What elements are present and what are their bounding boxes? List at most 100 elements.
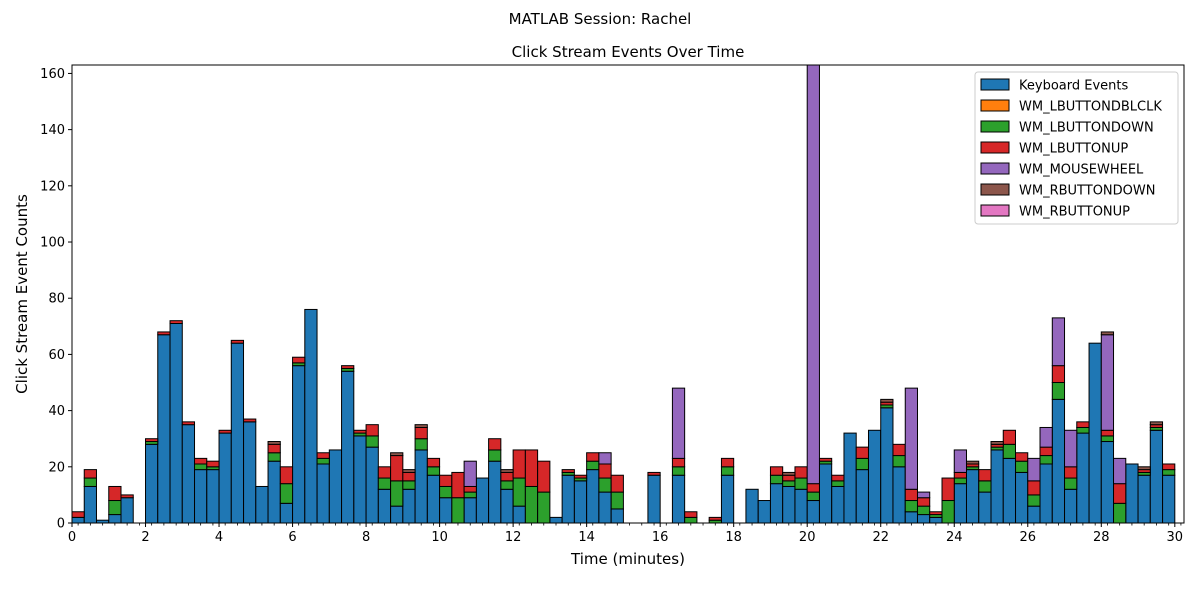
bar-wm_rbuttondown-88 xyxy=(1149,421,1164,426)
bar-keyboard-77 xyxy=(1015,471,1029,524)
bar-wm_lbuttonup-17 xyxy=(279,466,294,485)
bar-wm_lbuttondown-29 xyxy=(426,466,441,476)
bar-keyboard-4 xyxy=(120,497,134,524)
bar-wm_lbuttonup-35 xyxy=(500,471,514,482)
legend-label: WM_RBUTTONDOWN xyxy=(1019,184,1155,199)
bar-wm_lbuttonup-70 xyxy=(929,511,943,516)
bar-keyboard-29 xyxy=(426,474,441,524)
bar-wm_mousewheel-43 xyxy=(598,452,612,465)
legend-swatch xyxy=(980,120,1010,133)
x-tick-label: 12 xyxy=(505,530,522,545)
figure-suptitle: MATLAB Session: Rachel xyxy=(509,10,692,28)
y-tick-label: 120 xyxy=(40,179,65,194)
bar-wm_lbuttondown-20 xyxy=(316,457,330,465)
legend-swatch xyxy=(980,204,1010,217)
bar-wm_mousewheel-78 xyxy=(1027,457,1041,482)
bar-wm_lbuttonup-61 xyxy=(818,457,833,462)
bar-keyboard-13 xyxy=(230,342,245,524)
legend-swatch xyxy=(980,183,1010,196)
plot-frame xyxy=(71,64,1185,524)
bar-wm_lbuttonup-40 xyxy=(561,469,575,473)
bar-wm_lbuttonup-78 xyxy=(1027,480,1041,496)
bar-keyboard-30 xyxy=(439,497,453,524)
x-tick-label: 18 xyxy=(725,530,742,545)
x-tick-label: 10 xyxy=(431,530,448,545)
bar-wm_lbuttondown-50 xyxy=(684,516,698,524)
bar-keyboard-65 xyxy=(867,429,882,524)
bar-wm_mousewheel-32 xyxy=(463,460,477,487)
bar-wm_lbuttonup-12 xyxy=(218,429,232,434)
bar-keyboard-17 xyxy=(279,502,294,524)
bar-wm_rbuttondown-27 xyxy=(402,469,416,473)
bar-keyboard-11 xyxy=(206,469,220,524)
bar-wm_lbuttondown-43 xyxy=(598,477,612,493)
y-tick-label: 100 xyxy=(40,236,65,251)
bar-keyboard-44 xyxy=(610,508,624,524)
bar-wm_lbuttondown-85 xyxy=(1113,502,1127,524)
x-axis-label: Time (minutes) xyxy=(570,550,685,568)
bar-keyboard-35 xyxy=(500,488,514,524)
bar-wm_mousewheel-85 xyxy=(1113,457,1127,485)
bar-wm_rbuttondown-58 xyxy=(782,471,796,476)
bar-wm_lbuttonup-16 xyxy=(267,443,281,454)
bar-keyboard-8 xyxy=(169,323,183,524)
bar-keyboard-43 xyxy=(598,491,612,524)
bar-wm_mousewheel-49 xyxy=(671,387,686,459)
bar-wm_rbuttondown-66 xyxy=(880,398,894,403)
bar-keyboard-21 xyxy=(328,449,343,524)
bar-keyboard-6 xyxy=(145,443,159,524)
bar-keyboard-36 xyxy=(512,505,526,524)
bar-wm_lbuttondown-76 xyxy=(1002,443,1016,459)
bar-wm_lbuttonup-76 xyxy=(1002,429,1016,445)
bar-wm_lbuttonup-85 xyxy=(1113,483,1127,504)
bar-wm_lbuttonup-77 xyxy=(1015,452,1029,462)
bar-wm_lbuttonup-62 xyxy=(831,474,845,482)
legend-label: Keyboard Events xyxy=(1019,79,1128,94)
bar-keyboard-7 xyxy=(157,334,171,524)
bar-wm_lbuttonup-7 xyxy=(157,331,171,336)
bar-wm_lbuttonup-60 xyxy=(806,483,820,493)
bar-wm_lbuttonup-4 xyxy=(120,494,134,499)
bar-wm_lbuttondown-1 xyxy=(83,477,97,487)
bar-keyboard-55 xyxy=(745,488,759,524)
legend-frame xyxy=(974,71,1179,225)
x-axis-ticks: 0 2 4 6 8 10 12 14 16 18 20 22 24 26 28 30 xyxy=(68,523,1183,545)
bar-keyboard-41 xyxy=(573,480,588,524)
bar-wm_mousewheel-81 xyxy=(1064,429,1078,468)
bar-keyboard-64 xyxy=(855,469,869,524)
legend-label: WM_LBUTTONDBLCLK xyxy=(1019,100,1162,115)
legend-label: WM_LBUTTONDOWN xyxy=(1019,121,1154,136)
bar-wm_lbuttonup-89 xyxy=(1162,463,1176,471)
bar-wm_lbuttonup-82 xyxy=(1076,421,1090,428)
bar-wm_lbuttondown-38 xyxy=(537,491,551,524)
bar-wm_lbuttonup-67 xyxy=(892,443,906,457)
y-tick-label: 60 xyxy=(48,348,65,363)
bar-wm_rbuttondown-35 xyxy=(500,469,514,473)
bar-wm_mousewheel-84 xyxy=(1100,334,1115,431)
x-tick-label: 24 xyxy=(946,530,963,545)
bar-keyboard-83 xyxy=(1088,342,1102,524)
bar-keyboard-42 xyxy=(586,469,600,524)
bar-keyboard-28 xyxy=(414,449,428,524)
bar-wm_lbuttonup-3 xyxy=(108,485,122,502)
bar-keyboard-72 xyxy=(953,483,967,524)
y-tick-label: 140 xyxy=(40,123,65,138)
bar-keyboard-49 xyxy=(671,474,686,524)
bar-wm_lbuttondown-57 xyxy=(769,474,784,485)
bar-keyboard-25 xyxy=(377,488,392,524)
bar-wm_lbuttonup-23 xyxy=(353,429,367,434)
bar-wm_lbuttonup-58 xyxy=(782,474,796,482)
bar-wm_lbuttonup-11 xyxy=(206,460,220,468)
bar-keyboard-79 xyxy=(1039,463,1053,524)
bar-keyboard-88 xyxy=(1149,429,1164,524)
bar-keyboard-24 xyxy=(365,446,379,524)
legend: Keyboard Events WM_LBUTTONDBLCLK WM_LBUTTO… xyxy=(974,71,1179,225)
bar-wm_lbuttonup-22 xyxy=(341,365,355,369)
bar-wm_mousewheel-68 xyxy=(904,387,918,490)
bar-wm_lbuttonup-36 xyxy=(512,449,526,479)
bar-keyboard-57 xyxy=(769,483,784,524)
bar-keyboard-69 xyxy=(916,514,931,524)
bar-wm_lbuttondown-32 xyxy=(463,491,477,499)
bar-keyboard-20 xyxy=(316,463,330,524)
bar-wm_mousewheel-72 xyxy=(953,449,967,473)
